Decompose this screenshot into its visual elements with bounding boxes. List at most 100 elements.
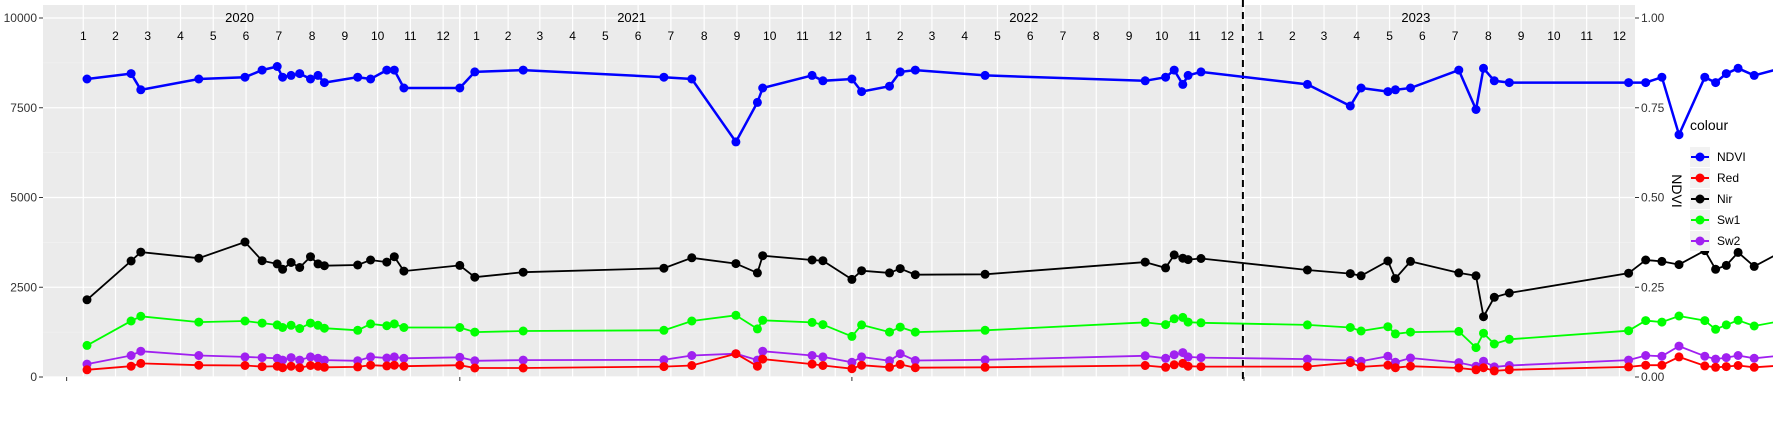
point-sw1 — [1749, 321, 1759, 331]
point-sw2 — [980, 355, 990, 365]
point-sw2 — [399, 353, 409, 363]
point-red — [389, 360, 399, 370]
point-ndvi — [1641, 78, 1651, 88]
point-nir — [518, 267, 528, 277]
point-sw1 — [857, 320, 867, 330]
point-ndvi — [910, 65, 920, 75]
month-label: 1 — [473, 29, 480, 43]
point-red — [980, 362, 990, 372]
point-red — [847, 364, 857, 374]
point-ndvi — [1178, 79, 1188, 89]
point-red — [1161, 362, 1171, 372]
point-red — [1721, 362, 1731, 372]
point-ndvi — [272, 62, 282, 71]
point-nir — [1504, 288, 1514, 298]
point-nir — [818, 256, 828, 266]
point-ndvi — [470, 67, 480, 77]
point-ndvi — [1479, 63, 1488, 73]
point-sw2 — [295, 355, 305, 365]
point-sw2 — [257, 353, 267, 363]
year-label: 2023 — [1401, 10, 1430, 25]
legend-key-point — [1695, 236, 1705, 246]
point-sw1 — [306, 318, 315, 328]
point-red — [1140, 361, 1150, 370]
point-sw2 — [1169, 350, 1179, 360]
right-tick-label: 0.50 — [1641, 191, 1665, 205]
point-red — [382, 361, 392, 371]
point-sw2 — [286, 353, 296, 363]
point-red — [758, 354, 768, 364]
point-nir — [1721, 260, 1731, 270]
point-nir — [1196, 254, 1206, 263]
point-ndvi — [1140, 76, 1150, 86]
point-red — [1489, 366, 1499, 376]
point-nir — [1161, 263, 1171, 273]
point-ndvi — [389, 65, 399, 75]
point-ndvi — [1489, 76, 1499, 86]
point-red — [1406, 361, 1415, 371]
point-sw1 — [382, 321, 392, 331]
point-ndvi — [82, 74, 92, 84]
month-label: 4 — [961, 29, 968, 43]
point-nir — [1624, 268, 1634, 278]
point-red — [1674, 352, 1684, 362]
point-sw2 — [758, 346, 768, 356]
point-sw1 — [455, 323, 465, 332]
point-ndvi — [980, 70, 990, 80]
point-sw1 — [295, 324, 305, 333]
month-label: 12 — [436, 29, 450, 43]
point-sw2 — [1700, 351, 1710, 361]
point-ndvi — [353, 72, 363, 82]
point-red — [295, 363, 305, 373]
point-sw2 — [1383, 351, 1393, 361]
point-ndvi — [687, 74, 697, 84]
point-nir — [382, 257, 392, 267]
point-red — [1749, 362, 1759, 372]
point-nir — [366, 255, 376, 265]
point-red — [895, 359, 905, 369]
point-sw2 — [1749, 353, 1759, 363]
point-red — [470, 363, 480, 373]
point-sw2 — [910, 356, 920, 365]
point-sw1 — [257, 318, 267, 328]
point-ndvi — [518, 65, 528, 75]
point-red — [1700, 361, 1710, 371]
point-sw1 — [1479, 328, 1488, 338]
point-sw2 — [659, 355, 669, 365]
point-nir — [1471, 271, 1481, 281]
point-sw2 — [518, 355, 528, 365]
point-sw1 — [1721, 320, 1731, 330]
point-sw2 — [1183, 352, 1193, 362]
legend-key-point — [1695, 173, 1705, 183]
point-sw2 — [807, 351, 817, 360]
point-sw1 — [1356, 326, 1366, 336]
point-sw2 — [1161, 353, 1171, 363]
point-ndvi — [758, 83, 768, 93]
month-label: 12 — [829, 29, 843, 43]
point-nir — [659, 263, 669, 273]
month-label: 7 — [1060, 29, 1067, 43]
month-label: 6 — [243, 29, 250, 43]
point-red — [1657, 360, 1667, 370]
point-nir — [1383, 256, 1393, 266]
point-sw1 — [286, 320, 296, 330]
point-red — [910, 363, 920, 373]
point-ndvi — [126, 69, 136, 79]
point-sw1 — [1674, 311, 1684, 321]
point-ndvi — [382, 65, 392, 75]
point-sw2 — [687, 351, 697, 360]
point-red — [306, 361, 315, 370]
point-nir — [126, 256, 136, 266]
left-tick-label: 5000 — [10, 191, 37, 205]
point-red — [257, 362, 267, 372]
legend-label-red: Red — [1717, 171, 1739, 185]
point-sw1 — [1140, 317, 1150, 327]
point-nir — [857, 266, 867, 276]
month-label: 5 — [1386, 29, 1393, 43]
point-nir — [1711, 264, 1721, 274]
point-sw2 — [1406, 353, 1415, 363]
point-sw1 — [1624, 326, 1634, 336]
month-label: 3 — [1321, 29, 1328, 43]
month-label: 9 — [1126, 29, 1133, 43]
point-sw1 — [1471, 343, 1481, 353]
